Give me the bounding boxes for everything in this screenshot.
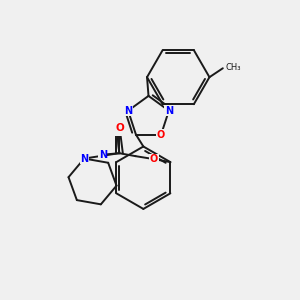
Text: N: N [99, 150, 107, 160]
Text: O: O [157, 130, 165, 140]
Text: O: O [115, 125, 123, 135]
Text: N: N [124, 106, 132, 116]
Text: O: O [116, 123, 124, 133]
Text: N: N [80, 154, 88, 164]
Text: N: N [165, 106, 173, 116]
Text: O: O [150, 154, 158, 164]
Text: CH₃: CH₃ [225, 63, 241, 72]
